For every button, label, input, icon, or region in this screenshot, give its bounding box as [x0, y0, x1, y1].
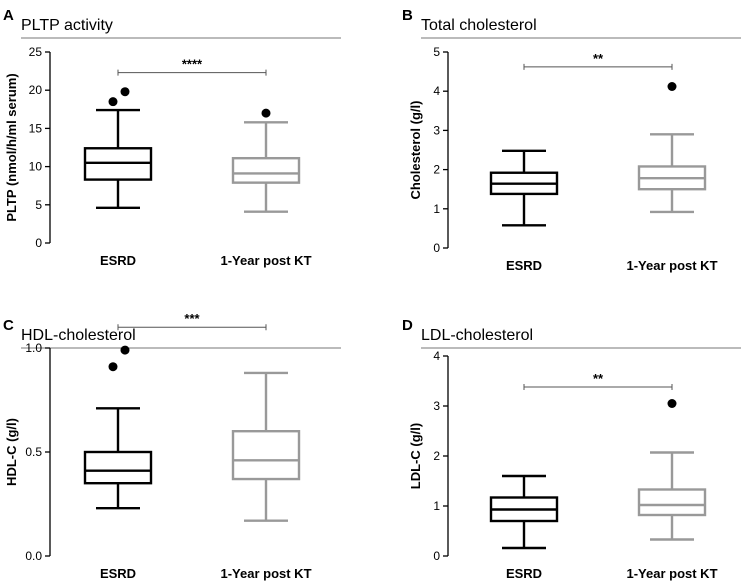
- box-0: [489, 149, 559, 227]
- significance-label: ***: [184, 311, 200, 326]
- iqr-box: [83, 450, 153, 485]
- panel-letter: D: [402, 317, 413, 334]
- box-1: [637, 133, 707, 214]
- outlier-point: [120, 345, 130, 355]
- y-tick-label: 3: [433, 399, 440, 413]
- outlier-point: [108, 97, 118, 107]
- y-tick-label: 1: [433, 499, 440, 513]
- significance-label: **: [593, 371, 604, 386]
- y-tick-label: 20: [29, 83, 43, 97]
- y-tick-label: 0.0: [25, 549, 42, 563]
- y-tick-label: 10: [29, 160, 43, 174]
- y-tick-label: 2: [433, 163, 440, 177]
- y-tick-label: 4: [433, 349, 440, 363]
- y-axis-label: HDL-C (g/l): [4, 418, 19, 486]
- panel-d: D LDL-cholesterol 0 1 2 3 4 LDL-C (g/l) ESRD 1-Ye…: [402, 317, 741, 581]
- y-axis-label: PLTP (nmol/h/ml serum): [4, 73, 19, 221]
- y-tick-label: 0.5: [25, 445, 42, 459]
- panel-title: PLTP activity: [21, 17, 113, 34]
- y-tick-label: 25: [29, 45, 43, 59]
- box-0: [489, 474, 559, 550]
- y-axis-label: Cholesterol (g/l): [408, 101, 423, 200]
- panel-a: A PLTP activity 0 5 10 15 20 25 PLTP (nmol/h/ml …: [3, 7, 341, 268]
- y-axis-label: LDL-C (g/l): [408, 423, 423, 489]
- box-0: [83, 108, 153, 210]
- x-category-label: ESRD: [100, 566, 136, 581]
- box-1: [231, 371, 301, 522]
- y-tick-label: 1.0: [25, 341, 42, 355]
- iqr-box: [231, 430, 301, 481]
- significance-label: ****: [182, 57, 203, 72]
- x-category-label: 1-Year post KT: [626, 258, 717, 273]
- y-tick-label: 0: [433, 549, 440, 563]
- panel-letter: C: [3, 317, 14, 334]
- panel-title: HDL-cholesterol: [21, 327, 136, 344]
- outlier-point: [667, 81, 677, 91]
- y-tick-label: 15: [29, 121, 43, 135]
- panel-title: LDL-cholesterol: [421, 327, 533, 344]
- y-tick-label: 0: [433, 241, 440, 255]
- x-category-label: 1-Year post KT: [220, 566, 311, 581]
- y-tick-label: 0: [35, 236, 42, 250]
- box-0: [83, 407, 153, 510]
- x-category-label: ESRD: [506, 566, 542, 581]
- significance-label: **: [593, 51, 604, 66]
- outlier-point: [667, 399, 677, 408]
- y-tick-label: 1: [433, 202, 440, 216]
- panel-letter: A: [3, 7, 14, 24]
- panel-b: B Total cholesterol 0 1 2 3 4 5 Cholesterol (g/l…: [402, 7, 741, 273]
- iqr-box: [231, 156, 301, 184]
- panel-c: C HDL-cholesterol 0.0 0.5 1.0 HDL-C (g/l) ESRD…: [3, 311, 341, 581]
- y-tick-label: 3: [433, 123, 440, 137]
- panel-title: Total cholesterol: [421, 17, 537, 34]
- outlier-point: [120, 87, 130, 97]
- y-tick-label: 4: [433, 84, 440, 98]
- y-tick-label: 5: [433, 45, 440, 59]
- box-1: [231, 121, 301, 213]
- panel-letter: B: [402, 7, 413, 24]
- x-category-label: ESRD: [100, 253, 136, 268]
- iqr-box: [637, 488, 707, 517]
- box-1: [637, 451, 707, 541]
- outlier-point: [108, 362, 118, 372]
- y-tick-label: 2: [433, 449, 440, 463]
- outlier-point: [261, 108, 271, 118]
- x-category-label: 1-Year post KT: [220, 253, 311, 268]
- y-tick-label: 5: [35, 198, 42, 212]
- x-category-label: 1-Year post KT: [626, 566, 717, 581]
- x-category-label: ESRD: [506, 258, 542, 273]
